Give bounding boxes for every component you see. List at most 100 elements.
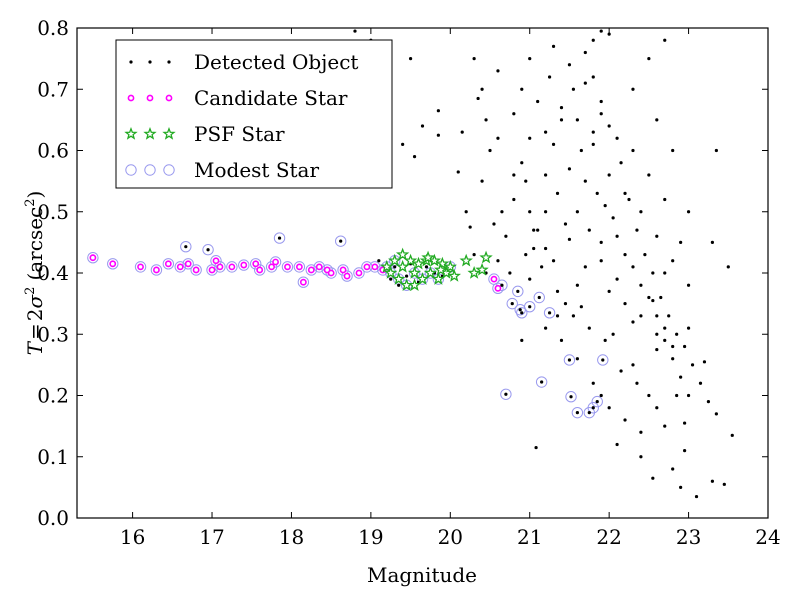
data-point (671, 148, 675, 153)
data-point (663, 326, 667, 330)
data-point (671, 357, 675, 361)
data-point (480, 179, 484, 183)
data-point (651, 271, 655, 275)
data-point (555, 314, 560, 318)
data-point (655, 406, 659, 410)
data-point (698, 381, 703, 385)
data-point (655, 332, 659, 336)
data-point (512, 197, 516, 202)
data-point (435, 256, 450, 270)
data-point (411, 256, 426, 270)
data-point (192, 266, 200, 274)
data-point (623, 418, 627, 422)
legend-marker (167, 60, 171, 64)
data-point (635, 228, 639, 232)
data-point (405, 274, 409, 278)
data-point (174, 261, 186, 273)
data-point (683, 421, 687, 425)
data-point (164, 260, 172, 268)
data-point (591, 38, 595, 42)
data-point (591, 75, 595, 79)
data-point (516, 307, 528, 319)
data-point (555, 289, 560, 293)
data-point (476, 96, 480, 101)
y-axis-label: T=2σ2(arcsec2) (23, 191, 47, 356)
data-point (297, 276, 310, 288)
data-point (639, 430, 643, 434)
data-point (472, 57, 476, 61)
data-point (520, 161, 524, 165)
legend-entry: Modest Star (125, 158, 319, 182)
data-point (238, 259, 250, 271)
data-point (107, 258, 119, 270)
data-point (475, 262, 489, 276)
x-tick-label: 22 (596, 525, 621, 549)
data-point (631, 148, 635, 153)
data-point (407, 265, 422, 279)
data-point (508, 271, 512, 275)
data-point (615, 442, 619, 447)
data-point (341, 270, 353, 282)
legend-marker (127, 94, 135, 102)
data-point (380, 259, 394, 273)
data-point (710, 479, 715, 483)
data-point (524, 300, 536, 313)
data-point (420, 124, 425, 128)
data-point (479, 250, 493, 264)
data-point (675, 393, 679, 398)
data-point (496, 136, 500, 140)
data-point (655, 314, 659, 318)
data-point (579, 305, 583, 309)
data-point (587, 326, 591, 330)
data-point (436, 109, 440, 113)
data-point (551, 259, 556, 263)
data-point (599, 112, 603, 116)
data-point (714, 412, 718, 416)
y-label-sigma: σ (23, 293, 47, 308)
data-point (683, 344, 687, 349)
data-point (651, 298, 655, 303)
series-modest-star (87, 232, 609, 419)
data-point (623, 302, 627, 306)
data-point (162, 258, 175, 270)
data-point (334, 235, 347, 247)
data-point (468, 225, 472, 229)
data-point (339, 239, 343, 243)
data-point (623, 253, 627, 257)
x-tick-label: 20 (438, 525, 463, 549)
data-point (583, 179, 587, 183)
data-point (683, 449, 687, 453)
data-point (240, 261, 248, 269)
data-point (559, 338, 564, 342)
series-psf-star (380, 247, 493, 291)
data-point (583, 50, 587, 55)
data-point (544, 326, 548, 330)
data-point (184, 245, 188, 249)
data-point (315, 263, 323, 271)
data-point (587, 402, 599, 414)
data-point (567, 237, 572, 241)
data-point (591, 130, 595, 134)
data-point (313, 261, 325, 273)
svg-text:T=2σ2(arcsec2): T=2σ2(arcsec2) (23, 191, 47, 356)
data-point (547, 311, 552, 315)
y-label-two: 2 (23, 308, 47, 321)
data-point (371, 263, 379, 271)
data-point (500, 210, 504, 214)
data-point (667, 314, 671, 318)
data-point (520, 87, 524, 91)
y-label-unit-close: ) (23, 191, 47, 199)
data-point (459, 253, 473, 267)
series-candidate-star (89, 254, 502, 292)
data-point (510, 302, 514, 306)
data-point (579, 148, 583, 153)
legend-marker (143, 126, 157, 140)
data-point (663, 197, 667, 202)
data-point (343, 272, 351, 280)
data-point (528, 57, 532, 61)
data-point (436, 133, 440, 137)
x-tick-label: 21 (517, 525, 542, 549)
legend-marker (124, 126, 138, 140)
data-point (150, 264, 163, 276)
data-point (679, 375, 683, 379)
